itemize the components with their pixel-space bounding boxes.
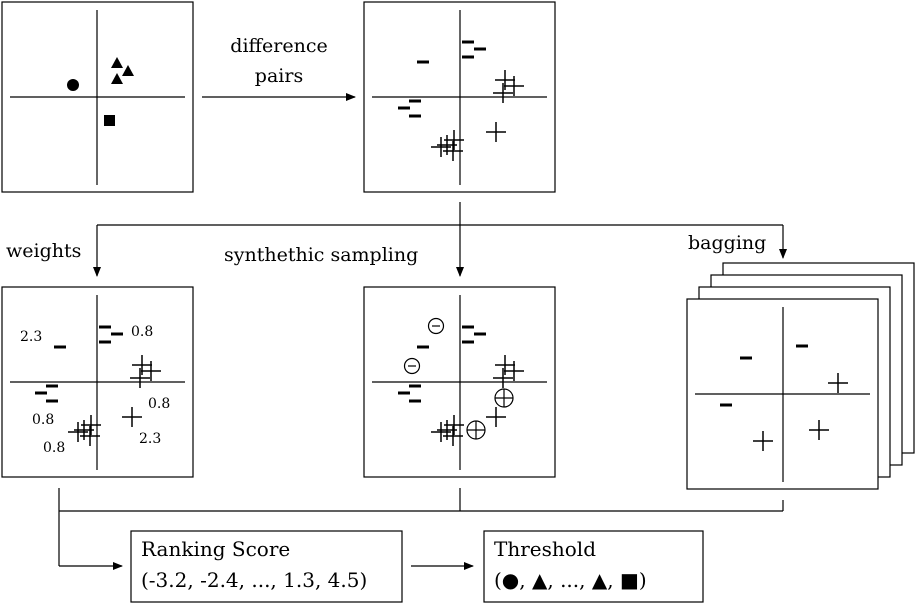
threshold-values: (●, ▲, ..., ▲, ■) — [494, 568, 647, 592]
minus-markers — [35, 325, 123, 403]
difference-pairs-arrow: difference pairs — [202, 35, 356, 101]
bagging-label: bagging — [688, 232, 766, 254]
panel-weights: 2.3 0.8 0.8 0.8 2.3 0.8 — [1, 286, 194, 478]
circle-marker — [67, 79, 79, 91]
weight-label: 2.3 — [20, 329, 42, 345]
triangle-marker — [122, 65, 134, 76]
ranking-score-title: Ranking Score — [141, 537, 290, 561]
minus-markers — [398, 325, 486, 403]
square-marker — [104, 115, 115, 126]
minus-markers — [720, 344, 808, 407]
panel-difference-pairs — [363, 1, 556, 193]
split-connector — [93, 202, 787, 277]
panel-bagging — [686, 262, 915, 490]
panel-synthetic-sampling — [363, 286, 556, 478]
triangle-marker — [111, 73, 123, 84]
weight-label: 0.8 — [148, 396, 170, 412]
plus-markers — [68, 355, 161, 446]
difference-label: difference — [230, 35, 327, 57]
triangle-marker — [111, 57, 123, 68]
ranking-score-box: Ranking Score (-3.2, -2.4, ..., 1.3, 4.5… — [130, 530, 403, 603]
minus-markers — [398, 40, 486, 118]
weight-label: 0.8 — [131, 324, 153, 340]
threshold-box: Threshold (●, ▲, ..., ▲, ■) — [483, 530, 704, 603]
merge-connector — [58, 488, 784, 570]
weight-label: 2.3 — [139, 431, 161, 447]
pairs-label: pairs — [255, 65, 303, 87]
weights-label: weights — [6, 240, 81, 262]
panel-original — [1, 1, 194, 193]
weight-label: 0.8 — [32, 412, 54, 428]
plus-markers — [431, 355, 524, 446]
ranking-score-values: (-3.2, -2.4, ..., 1.3, 4.5) — [141, 568, 367, 592]
circled-minus-markers — [403, 317, 445, 375]
weight-label: 0.8 — [43, 440, 65, 456]
threshold-title: Threshold — [494, 537, 596, 561]
synthetic-sampling-label: synthethic sampling — [224, 244, 418, 266]
plus-markers — [753, 373, 848, 451]
plus-markers — [431, 70, 524, 161]
circled-plus-markers — [466, 388, 514, 440]
